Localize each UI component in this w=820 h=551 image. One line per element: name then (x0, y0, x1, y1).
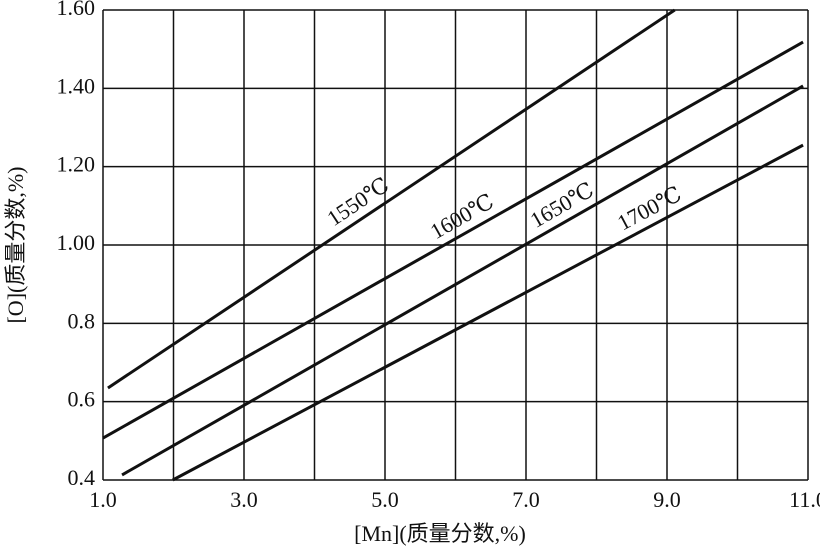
x-tick-label: 3.0 (230, 487, 258, 512)
x-tick-label: 9.0 (653, 487, 681, 512)
y-tick-label: 1.60 (57, 0, 96, 20)
series-line (121, 84, 804, 477)
y-tick-label: 0.6 (68, 387, 96, 412)
y-tick-label: 0.4 (68, 465, 96, 490)
y-tick-label: 0.8 (68, 308, 96, 333)
series-line (172, 143, 804, 482)
series-line (102, 40, 804, 440)
series-line (107, 8, 676, 390)
y-axis-title: [O](质量分数,%) (3, 166, 28, 323)
x-axis-title: [Mn](质量分数,%) (354, 521, 526, 546)
y-tick-label: 1.40 (57, 73, 96, 98)
x-tick-label: 11.0 (789, 487, 820, 512)
x-tick-label: 5.0 (371, 487, 399, 512)
y-tick-label: 1.20 (57, 152, 96, 177)
x-tick-label: 7.0 (512, 487, 540, 512)
y-tick-label: 1.00 (57, 230, 96, 255)
x-tick-label: 1.0 (89, 487, 117, 512)
